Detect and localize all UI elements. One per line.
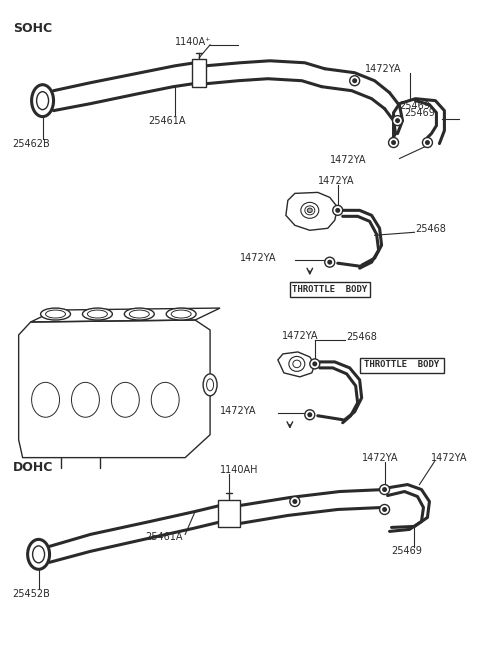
- Circle shape: [391, 140, 396, 145]
- Circle shape: [305, 410, 315, 420]
- Circle shape: [310, 359, 320, 369]
- Text: 25469: 25469: [399, 101, 431, 110]
- Text: 25462B: 25462B: [12, 139, 50, 148]
- Ellipse shape: [28, 539, 49, 570]
- Circle shape: [292, 499, 297, 504]
- Ellipse shape: [171, 310, 191, 318]
- Bar: [290, 282, 370, 297]
- Text: THROTTLE  BODY: THROTTLE BODY: [364, 361, 439, 369]
- Ellipse shape: [289, 356, 305, 371]
- Ellipse shape: [87, 310, 108, 318]
- Ellipse shape: [32, 85, 54, 116]
- Circle shape: [312, 361, 317, 367]
- Ellipse shape: [83, 308, 112, 320]
- Ellipse shape: [305, 206, 315, 215]
- Text: 1140AH: 1140AH: [220, 464, 259, 474]
- Ellipse shape: [307, 208, 312, 213]
- Circle shape: [290, 497, 300, 507]
- Circle shape: [327, 260, 332, 265]
- Text: 1472YA: 1472YA: [240, 253, 276, 263]
- Circle shape: [382, 487, 387, 492]
- Ellipse shape: [32, 382, 60, 417]
- Circle shape: [425, 140, 430, 145]
- Text: 1472YA: 1472YA: [432, 453, 468, 463]
- Ellipse shape: [111, 382, 139, 417]
- Bar: [192, 58, 206, 87]
- Bar: [360, 358, 444, 373]
- Circle shape: [335, 208, 340, 213]
- Circle shape: [325, 257, 335, 267]
- Text: SOHC: SOHC: [12, 22, 52, 35]
- Circle shape: [389, 137, 398, 148]
- Ellipse shape: [33, 546, 45, 563]
- Text: 1140A⁺: 1140A⁺: [175, 37, 212, 47]
- Circle shape: [380, 485, 390, 495]
- Text: 25468: 25468: [347, 332, 378, 342]
- Ellipse shape: [41, 308, 71, 320]
- Text: 1472YA: 1472YA: [361, 453, 398, 463]
- Circle shape: [307, 412, 312, 417]
- Ellipse shape: [46, 310, 65, 318]
- Text: 25468: 25468: [416, 224, 446, 235]
- Ellipse shape: [206, 379, 214, 391]
- Circle shape: [395, 118, 400, 123]
- Ellipse shape: [166, 308, 196, 320]
- Text: THROTTLE  BODY: THROTTLE BODY: [292, 284, 367, 294]
- Ellipse shape: [129, 310, 149, 318]
- Ellipse shape: [36, 92, 48, 110]
- Text: 25452B: 25452B: [12, 589, 50, 599]
- Ellipse shape: [293, 360, 301, 368]
- Text: 1472YA: 1472YA: [220, 406, 256, 416]
- Ellipse shape: [151, 382, 179, 417]
- Ellipse shape: [301, 202, 319, 218]
- Text: 25461A: 25461A: [148, 116, 186, 125]
- Ellipse shape: [203, 374, 217, 396]
- Ellipse shape: [124, 308, 154, 320]
- Text: 25469: 25469: [392, 547, 422, 556]
- Circle shape: [380, 505, 390, 514]
- Circle shape: [333, 206, 343, 215]
- Bar: [218, 499, 240, 528]
- Circle shape: [422, 137, 432, 148]
- Text: 25461A: 25461A: [145, 532, 183, 543]
- Circle shape: [352, 78, 357, 83]
- Text: 1472YA: 1472YA: [282, 331, 318, 341]
- Text: 1472YA: 1472YA: [318, 177, 354, 187]
- Text: 1472YA: 1472YA: [365, 64, 401, 74]
- Circle shape: [350, 76, 360, 85]
- Text: 25469: 25469: [405, 108, 435, 118]
- Circle shape: [393, 116, 403, 125]
- Ellipse shape: [72, 382, 99, 417]
- Text: 1472YA: 1472YA: [330, 156, 366, 166]
- Text: DOHC: DOHC: [12, 461, 53, 474]
- Circle shape: [382, 507, 387, 512]
